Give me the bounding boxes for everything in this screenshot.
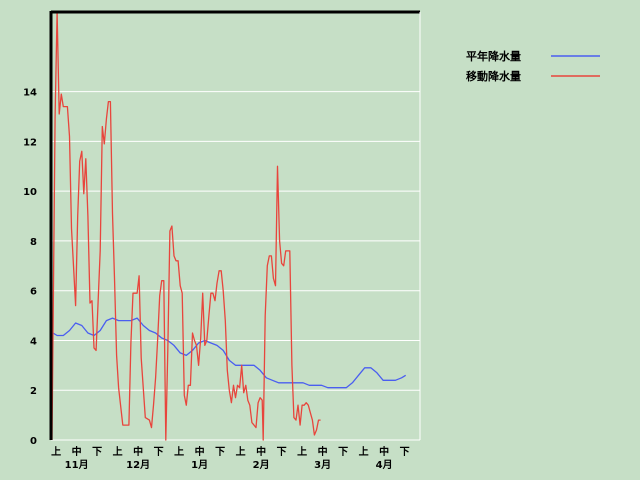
x-tick-label: 上: [51, 445, 61, 458]
y-tick-label: 10: [23, 187, 37, 198]
x-month-label: 4月: [376, 459, 393, 471]
legend: 平年降水量 移動降水量: [466, 49, 600, 83]
x-tick-label: 中: [72, 445, 82, 458]
y-tick-label: 8: [30, 237, 37, 248]
x-tick-label: 下: [215, 446, 225, 458]
x-month-label: 3月: [314, 459, 331, 471]
y-tick-label: 14: [23, 88, 37, 99]
x-tick-label: 上: [236, 445, 246, 458]
x-tick-label: 下: [400, 446, 410, 458]
x-month-label: 2月: [253, 459, 270, 471]
x-tick-label: 中: [318, 445, 328, 458]
x-tick-label: 中: [379, 445, 389, 458]
x-axis-ticks: 上中下上中下上中下上中下上中下上中下11月 12月 1月 2月 3月 4月: [51, 445, 410, 471]
legend-label-moving: 移動降水量: [466, 69, 521, 83]
x-tick-label: 下: [92, 446, 102, 458]
x-tick-label: 上: [297, 445, 307, 458]
x-tick-label: 下: [154, 446, 164, 458]
y-tick-label: 0: [30, 436, 37, 447]
series-line-0: [52, 317, 407, 389]
plot-frame: [49, 10, 421, 440]
series-lines: [51, 11, 407, 441]
x-tick-label: 上: [113, 445, 123, 458]
y-tick-label: 2: [30, 386, 37, 397]
legend-label-normal: 平年降水量: [466, 49, 521, 63]
x-tick-label: 下: [277, 446, 287, 458]
x-tick-label: 上: [359, 445, 369, 458]
x-tick-label: 下: [338, 446, 348, 458]
y-axis-ticks: 0 2 4 6 8 10 12 14: [23, 88, 37, 447]
x-tick-label: 中: [256, 445, 266, 458]
x-tick-label: 中: [133, 445, 143, 458]
x-month-label: 1月: [191, 459, 208, 471]
x-tick-label: 上: [174, 445, 184, 458]
x-tick-label: 中: [195, 445, 205, 458]
series-line-1: [51, 11, 321, 441]
y-tick-label: 4: [30, 336, 37, 347]
x-month-label: 12月: [126, 459, 150, 471]
x-month-label: 11月: [65, 459, 89, 471]
y-tick-label: 12: [23, 137, 37, 148]
y-tick-label: 6: [30, 287, 37, 298]
grid: [51, 91, 420, 441]
